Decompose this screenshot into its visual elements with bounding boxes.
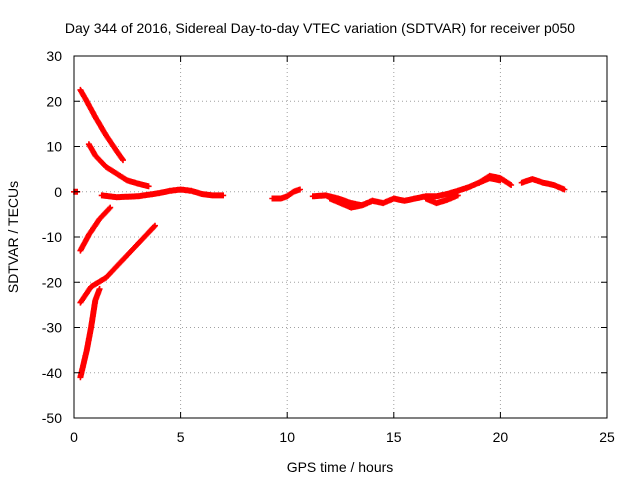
series-arc-7 xyxy=(77,286,103,381)
series-arc-12 xyxy=(476,172,515,188)
series-arc-4 xyxy=(98,186,227,201)
data-point-markers xyxy=(422,192,461,207)
series-arc-6 xyxy=(77,222,158,306)
data-point-markers xyxy=(77,86,126,164)
y-axis-label: SDTVAR / TECUs xyxy=(5,181,21,293)
axis-ticks: 0 5 10 15 20 25 -50 -40 -30 -20 -10 0 10 20 30 xyxy=(42,48,615,445)
data-point-markers xyxy=(77,222,158,306)
x-tick-label: 5 xyxy=(177,429,185,445)
data-point-markers xyxy=(326,195,376,211)
y-tick-label: -20 xyxy=(42,274,62,290)
series-arc-2 xyxy=(85,141,152,190)
data-point-markers xyxy=(269,186,303,202)
x-tick-label: 20 xyxy=(493,429,509,445)
data-points xyxy=(71,86,568,381)
data-point-markers xyxy=(77,204,114,254)
x-axis-label: GPS time / hours xyxy=(287,459,394,475)
x-tick-label: 0 xyxy=(70,429,78,445)
series-arc-10 xyxy=(326,195,376,211)
y-tick-label: 0 xyxy=(54,184,62,200)
x-tick-label: 10 xyxy=(279,429,295,445)
series-arc-5 xyxy=(77,204,114,254)
y-tick-label: 10 xyxy=(46,139,62,155)
x-tick-label: 15 xyxy=(386,429,402,445)
data-point-markers xyxy=(85,141,152,190)
x-tick-label: 25 xyxy=(599,429,615,445)
data-point-markers xyxy=(77,286,103,381)
y-tick-label: -10 xyxy=(42,229,62,245)
data-point-markers xyxy=(98,186,227,201)
series-arc-1 xyxy=(77,86,126,164)
y-tick-label: 20 xyxy=(46,93,62,109)
series-arc-8 xyxy=(269,186,303,202)
y-tick-label: -40 xyxy=(42,365,62,381)
data-point-markers xyxy=(476,172,515,188)
series-arc-13 xyxy=(518,176,568,193)
y-tick-label: 30 xyxy=(46,48,62,64)
series-arc-11 xyxy=(422,192,461,207)
chart-title: Day 344 of 2016, Sidereal Day-to-day VTE… xyxy=(65,20,575,36)
y-tick-label: -50 xyxy=(42,410,62,426)
y-tick-label: -30 xyxy=(42,320,62,336)
plot-frame xyxy=(73,55,608,419)
data-point-markers xyxy=(518,176,568,193)
grid xyxy=(74,56,607,418)
